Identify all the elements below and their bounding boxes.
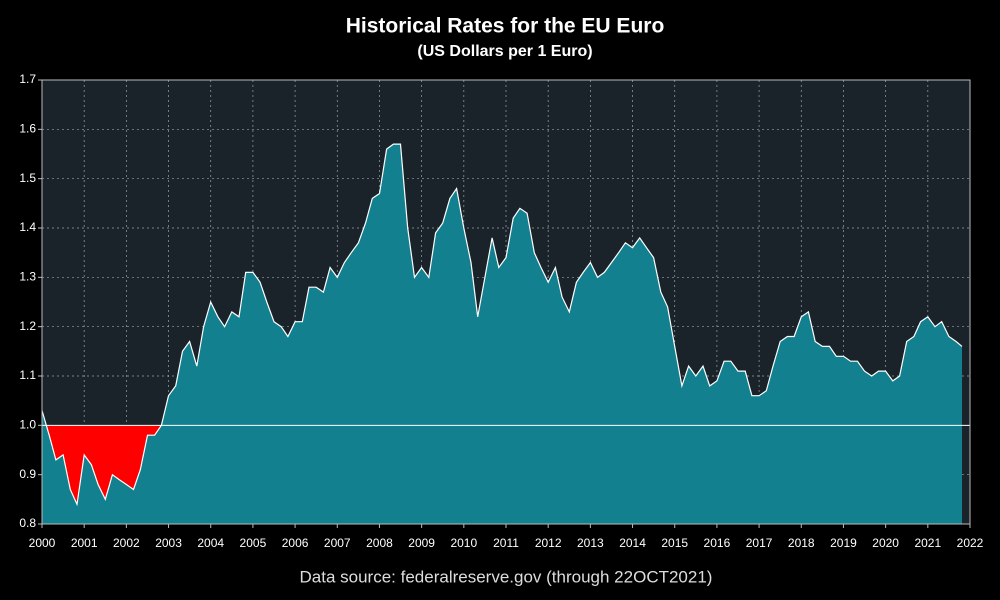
chart-title: Historical Rates for the EU Euro — [346, 15, 665, 38]
y-tick-label: 0.9 — [19, 467, 36, 481]
x-tick-label: 2016 — [704, 536, 731, 550]
x-tick-label: 2015 — [661, 536, 688, 550]
x-tick-label: 2007 — [324, 536, 351, 550]
x-tick-label: 2012 — [535, 536, 562, 550]
x-tick-label: 2004 — [197, 536, 224, 550]
y-tick-label: 1.2 — [19, 319, 36, 333]
x-tick-label: 2019 — [830, 536, 857, 550]
x-tick-label: 2001 — [71, 536, 98, 550]
x-tick-label: 2013 — [577, 536, 604, 550]
x-tick-label: 2003 — [155, 536, 182, 550]
y-tick-label: 0.8 — [19, 516, 36, 530]
x-tick-label: 2000 — [29, 536, 56, 550]
below-reference-area — [46, 425, 162, 505]
x-tick-label: 2010 — [450, 536, 477, 550]
source-note: Data source: federalreserve.gov (through… — [300, 567, 713, 586]
x-tick-label: 2008 — [366, 536, 393, 550]
x-tick-label: 2018 — [788, 536, 815, 550]
y-tick-label: 1.0 — [19, 418, 36, 432]
y-tick-label: 1.1 — [19, 368, 36, 382]
x-tick-label: 2020 — [872, 536, 899, 550]
x-tick-label: 2002 — [113, 536, 140, 550]
x-tick-label: 2021 — [914, 536, 941, 550]
line — [41, 143, 963, 507]
x-tick-label: 2014 — [619, 536, 646, 550]
y-tick-label: 1.6 — [19, 122, 36, 136]
x-tick-label: 2022 — [957, 536, 984, 550]
x-tick-label: 2006 — [282, 536, 309, 550]
y-tick-label: 1.5 — [19, 171, 36, 185]
y-tick-label: 1.7 — [19, 72, 36, 86]
y-tick-label: 1.4 — [19, 220, 36, 234]
x-tick-label: 2011 — [493, 536, 519, 550]
area — [42, 144, 962, 524]
x-tick-label: 2005 — [240, 536, 267, 550]
y-tick-label: 1.3 — [19, 270, 36, 284]
chart-subtitle: (US Dollars per 1 Euro) — [417, 43, 592, 60]
x-tick-label: 2017 — [746, 536, 773, 550]
x-tick-label: 2009 — [408, 536, 435, 550]
